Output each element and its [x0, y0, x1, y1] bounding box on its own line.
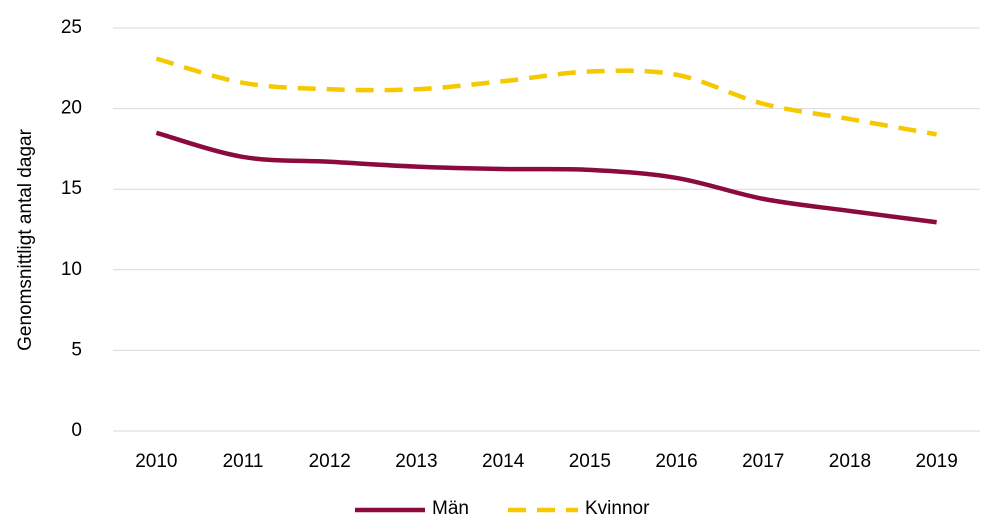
x-tick-label: 2011: [223, 451, 264, 472]
y-tick-label: 20: [61, 98, 82, 119]
y-tick-label: 10: [61, 259, 82, 280]
x-tick-label: 2015: [569, 451, 611, 472]
x-tick-label: 2012: [309, 451, 351, 472]
legend-label: Kvinnor: [585, 498, 650, 518]
x-tick-label: 2016: [655, 451, 697, 472]
x-tick-label: 2013: [395, 451, 437, 472]
y-tick-label: 25: [61, 17, 82, 38]
y-tick-label: 15: [61, 178, 82, 199]
x-tick-label: 2019: [916, 451, 958, 472]
x-tick-label: 2014: [482, 451, 525, 472]
y-axis-label: Genomsnittligt antal dagar: [15, 128, 36, 350]
y-tick-label: 5: [71, 339, 82, 360]
legend-label: Män: [432, 498, 469, 518]
y-tick-label: 0: [71, 420, 82, 441]
series-line: [155, 130, 937, 225]
x-tick-label: 2017: [742, 451, 784, 472]
x-tick-label: 2018: [829, 451, 871, 472]
x-tick-label: 2010: [135, 451, 177, 472]
series-line: [155, 56, 938, 137]
